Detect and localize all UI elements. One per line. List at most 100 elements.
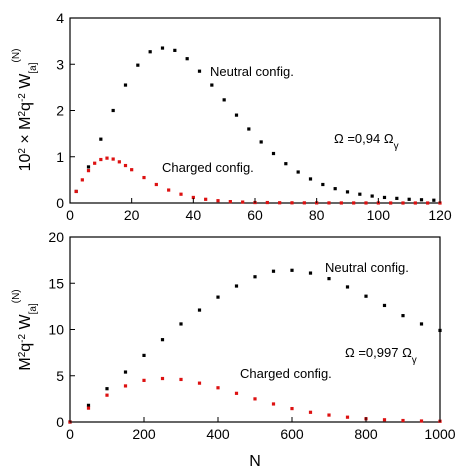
bottom-data-point xyxy=(160,376,165,381)
top-data-point xyxy=(370,194,374,198)
bottom-y-tick-label: 0 xyxy=(56,414,64,430)
top-data-point xyxy=(308,177,313,181)
bottom-data-point xyxy=(216,386,220,390)
top-data-point xyxy=(136,63,140,67)
top-ticks: 0 20 40 60 80 100 120 0 1 2 3 4 xyxy=(56,10,452,223)
top-data-point xyxy=(148,50,152,54)
bottom-data-point xyxy=(253,397,257,401)
bottom-data-point xyxy=(308,271,313,275)
bottom-data-point xyxy=(290,406,294,411)
top-data-point xyxy=(345,190,350,194)
top-panel: 0 20 40 60 80 100 120 0 1 2 3 4 102 × M2q-2 W[a](N)… xyxy=(11,10,452,223)
top-data-point xyxy=(117,160,121,164)
bottom-series-charged xyxy=(68,376,442,424)
bottom-x-tick-label: 1000 xyxy=(424,426,455,442)
top-data-point xyxy=(167,188,171,192)
top-data-point xyxy=(105,156,109,160)
bottom-x-axis-title: N xyxy=(249,453,261,470)
top-y-axis-title: 102 × M2q-2 W[a](N) xyxy=(11,49,39,172)
top-data-point xyxy=(241,200,245,204)
top-data-point xyxy=(259,140,263,144)
top-data-point xyxy=(234,113,239,117)
bottom-data-point xyxy=(160,338,165,342)
top-data-point xyxy=(204,197,208,201)
bottom-x-tick-label: 600 xyxy=(280,426,304,442)
bottom-x-tick-label: 400 xyxy=(206,426,230,442)
top-y-tick-label: 3 xyxy=(56,56,64,72)
top-data-point xyxy=(197,69,202,73)
top-data-point xyxy=(382,195,387,200)
top-data-point xyxy=(142,175,146,180)
top-data-point xyxy=(401,201,405,205)
bottom-data-point xyxy=(419,322,424,326)
top-data-point xyxy=(395,196,399,200)
bottom-label-neutral: Neutral config. xyxy=(325,260,409,275)
top-data-point xyxy=(364,201,368,205)
top-x-tick-label: 40 xyxy=(186,207,202,223)
bottom-data-point xyxy=(438,328,442,333)
bottom-data-point xyxy=(197,308,202,312)
bottom-series-neutral xyxy=(68,268,442,424)
svg-text:102 × M2q-2 W[a](N): 102 × M2q-2 W[a](N) xyxy=(11,49,39,172)
bottom-y-tick-label: 15 xyxy=(48,275,64,291)
top-data-point xyxy=(111,108,115,113)
top-data-point xyxy=(185,57,189,61)
top-x-tick-label: 0 xyxy=(66,207,74,223)
top-y-tick-label: 4 xyxy=(56,10,64,26)
top-series-charged xyxy=(74,156,442,205)
bottom-data-point xyxy=(142,353,146,357)
top-data-point xyxy=(173,48,177,52)
top-data-point xyxy=(99,157,103,162)
bottom-data-point xyxy=(345,285,350,289)
bottom-x-tick-label: 800 xyxy=(354,426,378,442)
bottom-data-point xyxy=(216,295,220,299)
bottom-data-point xyxy=(234,391,239,395)
bottom-y-tick-label: 20 xyxy=(48,229,64,245)
bottom-data-point xyxy=(105,393,109,397)
top-data-point xyxy=(179,192,183,196)
top-data-point xyxy=(93,161,97,165)
bottom-data-point xyxy=(345,415,350,419)
bottom-y-tick-label: 10 xyxy=(48,322,64,338)
top-data-point xyxy=(290,201,294,205)
top-data-point xyxy=(123,163,128,168)
bottom-data-point xyxy=(179,322,183,326)
top-data-point xyxy=(210,83,214,87)
bottom-ticks: 0 200 400 600 800 1000 0 5 10 15 20 xyxy=(48,229,455,442)
top-data-point xyxy=(130,168,134,172)
top-data-point xyxy=(123,83,128,87)
top-data-point xyxy=(358,192,362,196)
bottom-data-point xyxy=(327,413,331,417)
top-data-point xyxy=(80,178,84,182)
bottom-y-tick-label: 5 xyxy=(56,368,64,384)
top-plot-frame xyxy=(69,17,441,204)
top-data-point xyxy=(86,169,91,173)
top-series-neutral xyxy=(74,46,436,202)
top-data-point xyxy=(413,201,417,205)
top-data-point xyxy=(99,137,103,141)
bottom-data-point xyxy=(253,275,257,279)
top-data-point xyxy=(352,201,356,205)
top-x-tick-label: 80 xyxy=(309,207,325,223)
top-data-point xyxy=(296,170,300,174)
bottom-data-point xyxy=(401,418,405,423)
top-data-point xyxy=(284,162,288,166)
top-annotation: Ω =0,94 Ωγ xyxy=(334,131,399,152)
top-data-point xyxy=(426,201,430,205)
bottom-data-point xyxy=(123,384,128,388)
top-data-point xyxy=(339,201,343,205)
bottom-x-tick-label: 200 xyxy=(132,426,156,442)
top-data-point xyxy=(389,201,393,205)
bottom-data-point xyxy=(86,406,91,410)
bottom-data-point xyxy=(327,277,331,281)
top-x-tick-label: 100 xyxy=(367,207,391,223)
top-label-charged: Charged config. xyxy=(162,160,254,175)
top-data-point xyxy=(302,201,306,205)
top-label-neutral: Neutral config. xyxy=(210,64,294,79)
bottom-data-point xyxy=(382,303,387,308)
top-data-point xyxy=(154,182,158,187)
bottom-data-point xyxy=(290,268,294,272)
bottom-data-point xyxy=(271,269,276,273)
bottom-data-point xyxy=(308,410,313,414)
